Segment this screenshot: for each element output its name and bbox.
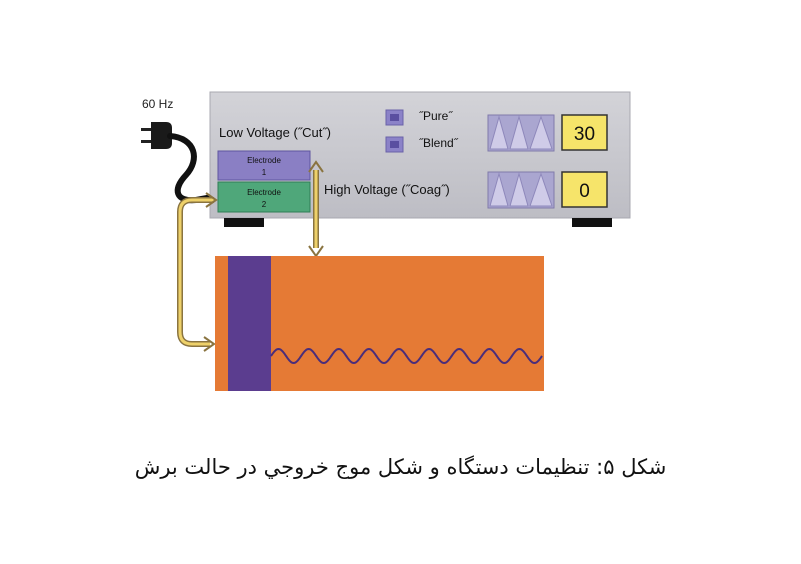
electrode-1-port[interactable]: Electrode 1 (217, 150, 311, 181)
power-plug-icon (141, 122, 172, 149)
high-voltage-adjust-buttons[interactable] (487, 171, 555, 209)
electrode-2-label: Electrode (247, 188, 281, 197)
return-electrode-pad (228, 256, 271, 391)
electrode-1-label: Electrode (247, 156, 281, 165)
frequency-label: 60 Hz (142, 97, 173, 111)
pure-mode-label: ˝Pure˝ (419, 109, 453, 123)
high-voltage-value: 0 (579, 181, 590, 202)
high-voltage-display (561, 171, 608, 208)
electrode-2-number: 2 (262, 200, 267, 209)
blend-mode-label: ˝Blend˝ (419, 136, 459, 150)
pure-mode-button[interactable] (385, 109, 404, 126)
low-voltage-label: Low Voltage (˝Cut˝) (219, 125, 331, 140)
electrode-1-number: 1 (262, 168, 267, 177)
electrode-2-port[interactable]: Electrode 2 (217, 181, 311, 213)
blend-mode-button[interactable] (385, 136, 404, 153)
device-foot-left (224, 218, 264, 227)
output-waveform (270, 347, 543, 365)
figure-caption: شكل ۵: تنظيمات دستگاه و شكل موج خروجي در… (134, 455, 667, 479)
electrode-2-connection-arrow (177, 192, 218, 352)
device-foot-right (572, 218, 612, 227)
low-voltage-value: 30 (574, 124, 595, 145)
low-voltage-adjust-buttons[interactable] (487, 114, 555, 152)
high-voltage-label: High Voltage (˝Coag˝) (324, 182, 450, 197)
low-voltage-display (561, 114, 608, 151)
